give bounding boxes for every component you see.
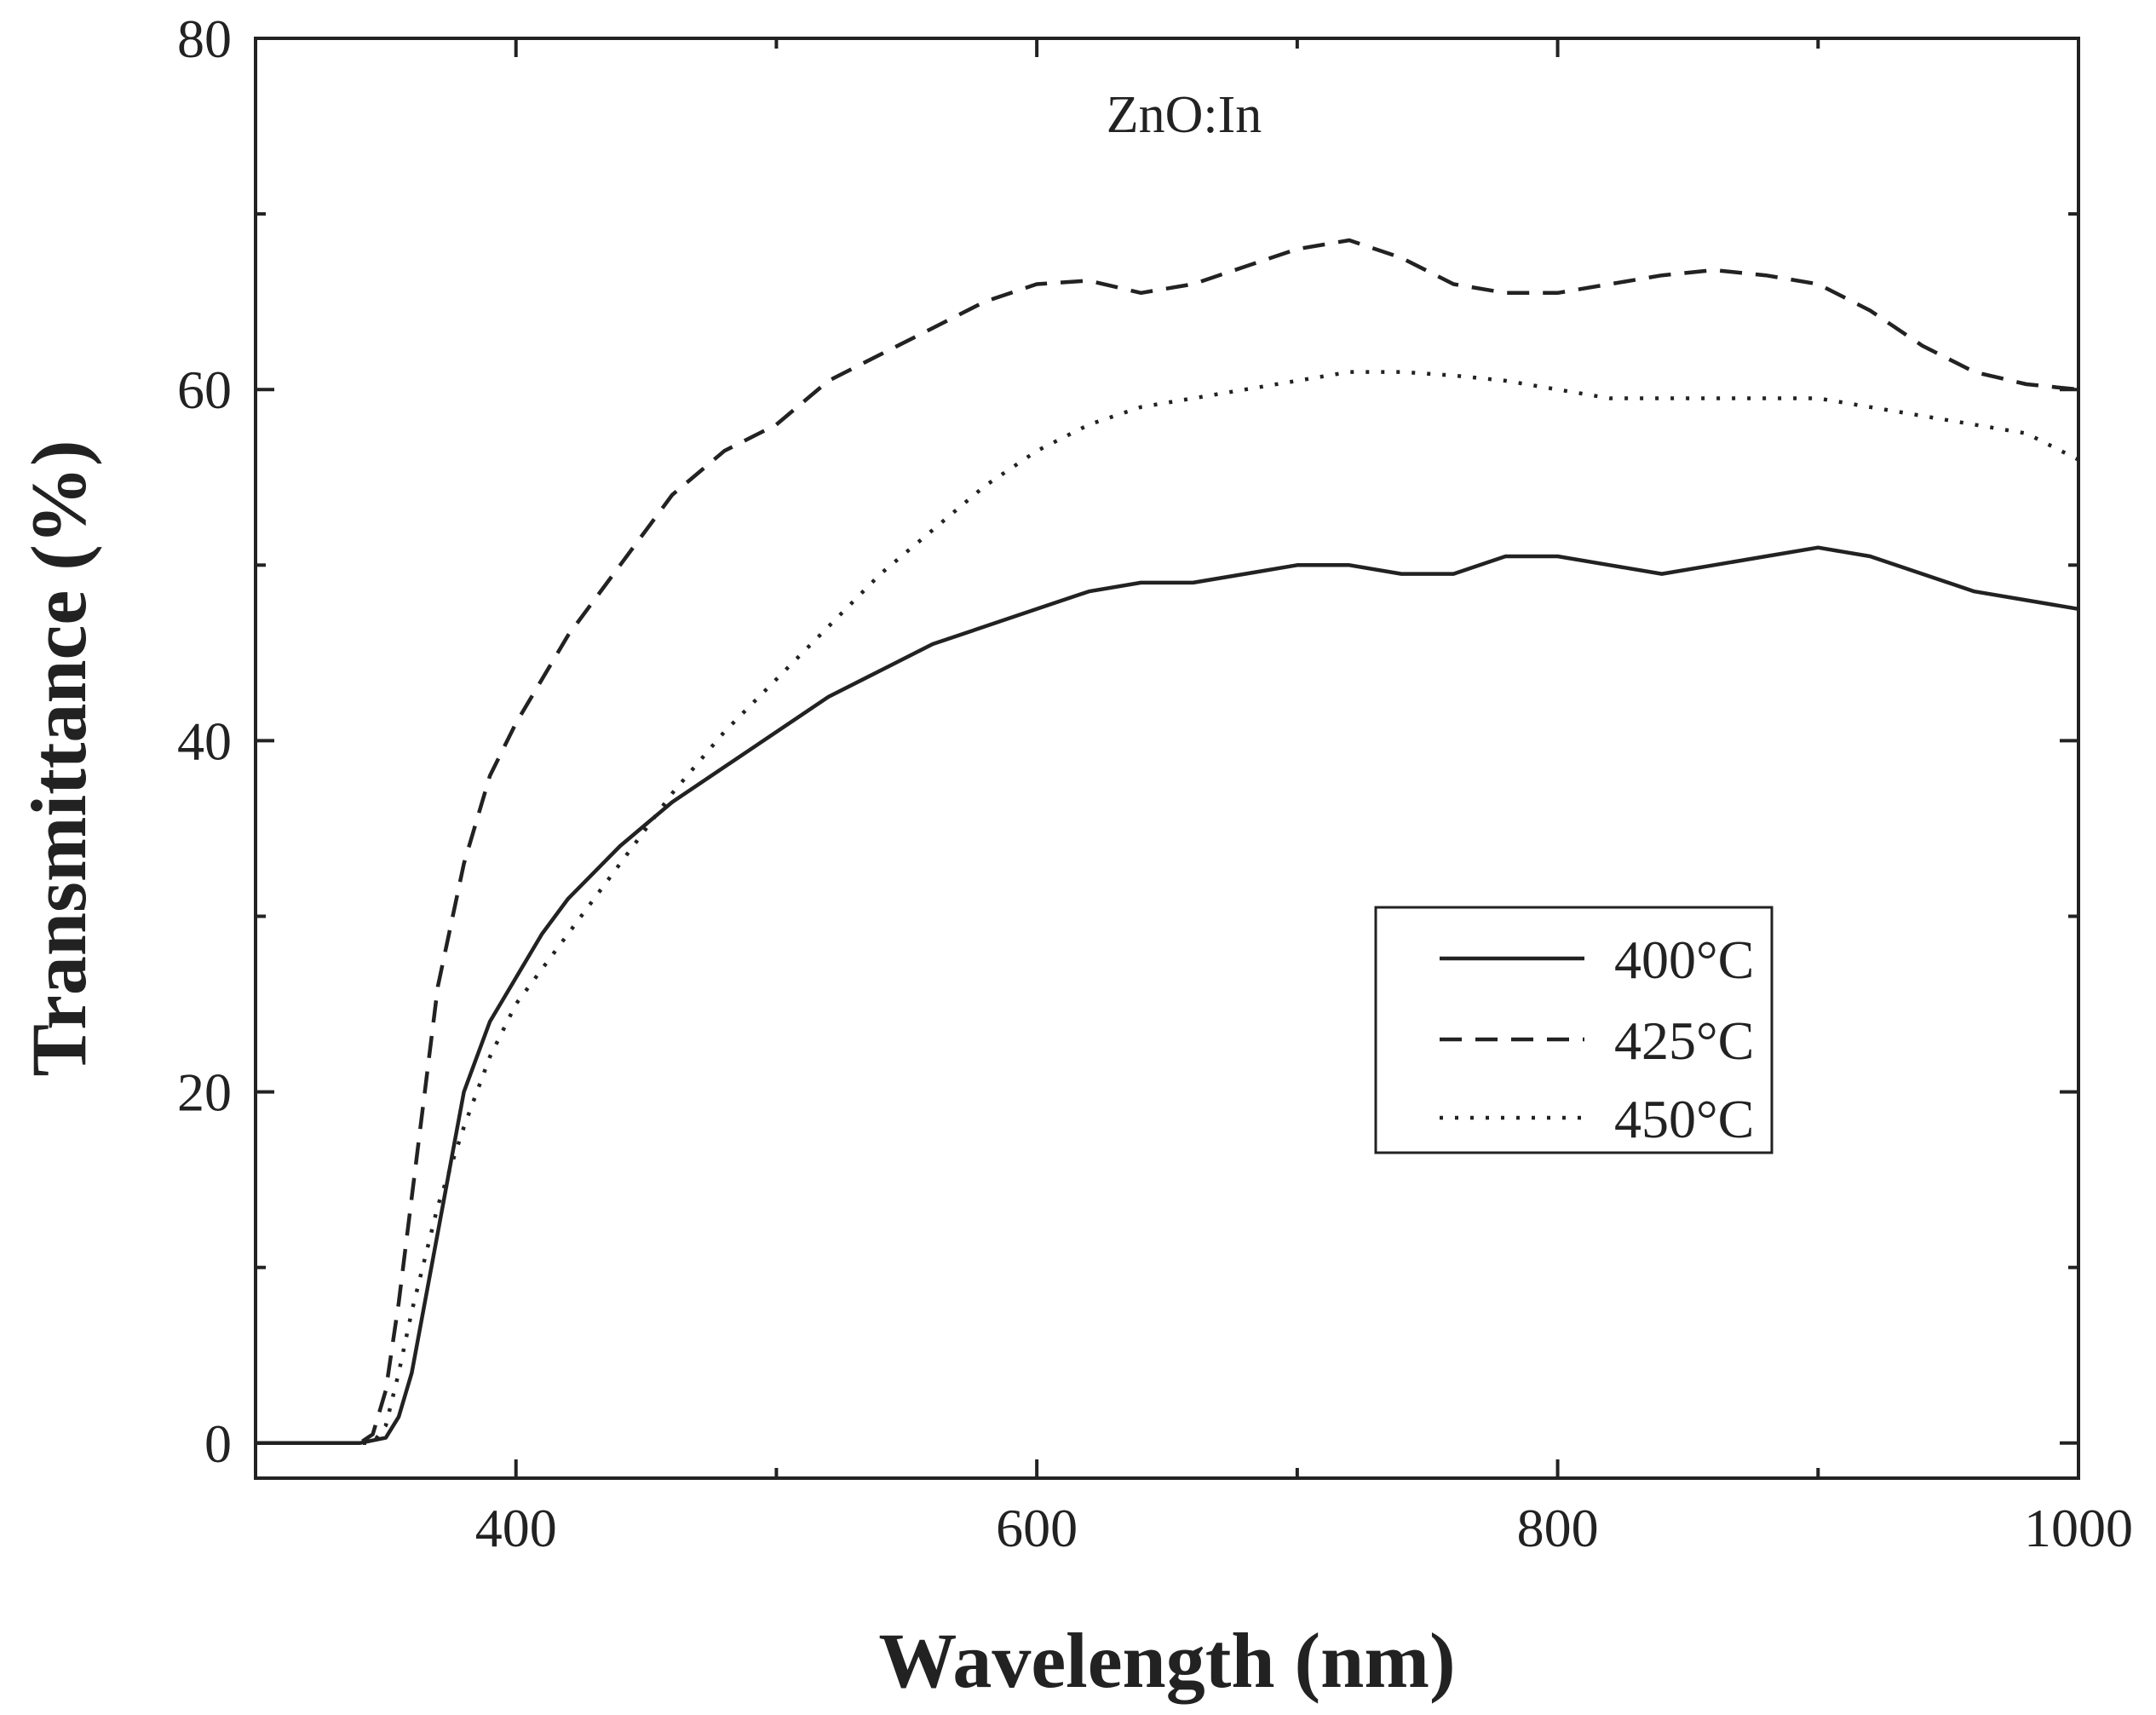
y-tick-label: 20 <box>177 1062 232 1123</box>
x-tick-label: 600 <box>996 1498 1078 1558</box>
y-tick-label: 0 <box>204 1413 232 1474</box>
series-line-450C <box>256 370 2080 1446</box>
plot-frame <box>254 37 2080 1480</box>
legend-box <box>1374 906 1774 1154</box>
y-tick-label: 40 <box>177 711 232 771</box>
sample-annotation: ZnO:In <box>1107 86 1262 144</box>
x-tick-label: 800 <box>1517 1498 1599 1558</box>
y-axis-label: Transmittance (%) <box>15 440 102 1077</box>
x-axis-label: Wavelength (nm) <box>878 1617 1455 1704</box>
legend-label-450: 450°C <box>1614 1089 1754 1149</box>
series-group <box>256 238 2080 1446</box>
series-line-400C <box>256 545 2079 1446</box>
x-tick-label: 400 <box>475 1498 557 1558</box>
y-tick-label: 80 <box>177 9 232 69</box>
x-tick-label: 1000 <box>2024 1498 2133 1558</box>
series-line-425C <box>256 238 2079 1446</box>
y-tick-label: 60 <box>177 360 232 420</box>
legend-label-400: 400°C <box>1614 929 1754 990</box>
legend: 400°C 425°C 450°C <box>1374 906 1774 1154</box>
legend-label-425: 425°C <box>1614 1010 1754 1071</box>
axis-ticks: 400 600 800 1000 0 20 40 60 80 <box>177 9 2133 1558</box>
